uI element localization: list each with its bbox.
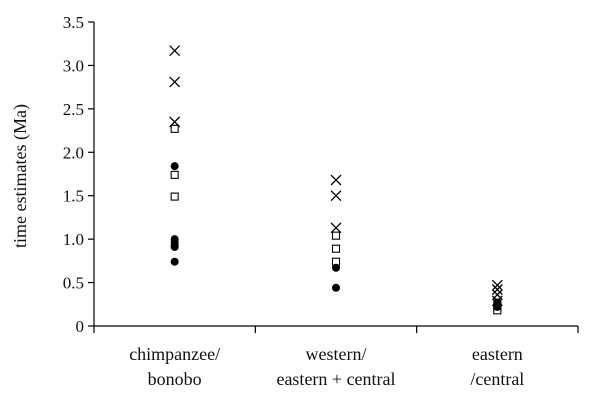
- x-category-labels: chimpanzee/bonobo western/eastern + centr…: [129, 344, 524, 389]
- x-marker-point: [330, 222, 342, 234]
- x-category-label: western/eastern + central: [276, 344, 395, 389]
- filled-circle-point: [332, 283, 340, 292]
- filled-circle-point: [170, 242, 179, 251]
- open-square-point: [170, 124, 179, 133]
- y-tick-label: 1.0: [63, 230, 84, 249]
- y-ticks: 0 0.5 1.0 1.5 2.0 2.5 3.0 3.5: [63, 13, 94, 336]
- open-square-point: [331, 244, 341, 253]
- y-tick-label: 0.5: [63, 274, 84, 293]
- filled-circle-point: [332, 263, 340, 272]
- data-points: [169, 45, 503, 315]
- x-category-label-line: eastern: [472, 344, 523, 364]
- filled-circle-point: [170, 162, 179, 171]
- x-ticks: [93, 326, 579, 333]
- y-axis-title: time estimates (Ma): [10, 104, 31, 248]
- y-tick-label: 3.5: [63, 13, 84, 32]
- x-category-label-line: chimpanzee/: [129, 344, 220, 364]
- filled-circle-point: [493, 302, 502, 311]
- open-square-point: [170, 192, 179, 201]
- x-marker-point: [169, 76, 181, 88]
- x-category-label: chimpanzee/bonobo: [129, 344, 220, 389]
- open-square-point: [331, 231, 341, 240]
- filled-circle-point: [170, 257, 179, 266]
- y-tick-label: 2.5: [63, 100, 84, 119]
- open-square-point: [170, 170, 179, 179]
- x-marker-point: [491, 289, 503, 301]
- x-marker-point: [330, 174, 342, 186]
- y-axis-title-group: time estimates (Ma): [10, 104, 31, 248]
- x-marker-point: [169, 45, 181, 57]
- y-tick-label: 1.5: [63, 187, 84, 206]
- x-category-label-line: /central: [470, 369, 524, 389]
- x-category-label: eastern/central: [470, 344, 524, 389]
- x-category-label-line: eastern + central: [276, 369, 395, 389]
- x-marker-point: [491, 279, 503, 291]
- y-tick-label: 3.0: [63, 56, 84, 75]
- x-marker-point: [330, 190, 342, 202]
- y-tick-label: 2.0: [63, 143, 84, 162]
- x-category-label-line: western/: [306, 344, 367, 364]
- y-tick-label: 0: [76, 317, 85, 336]
- x-marker-point: [491, 284, 503, 295]
- x-category-label-line: bonobo: [148, 369, 202, 389]
